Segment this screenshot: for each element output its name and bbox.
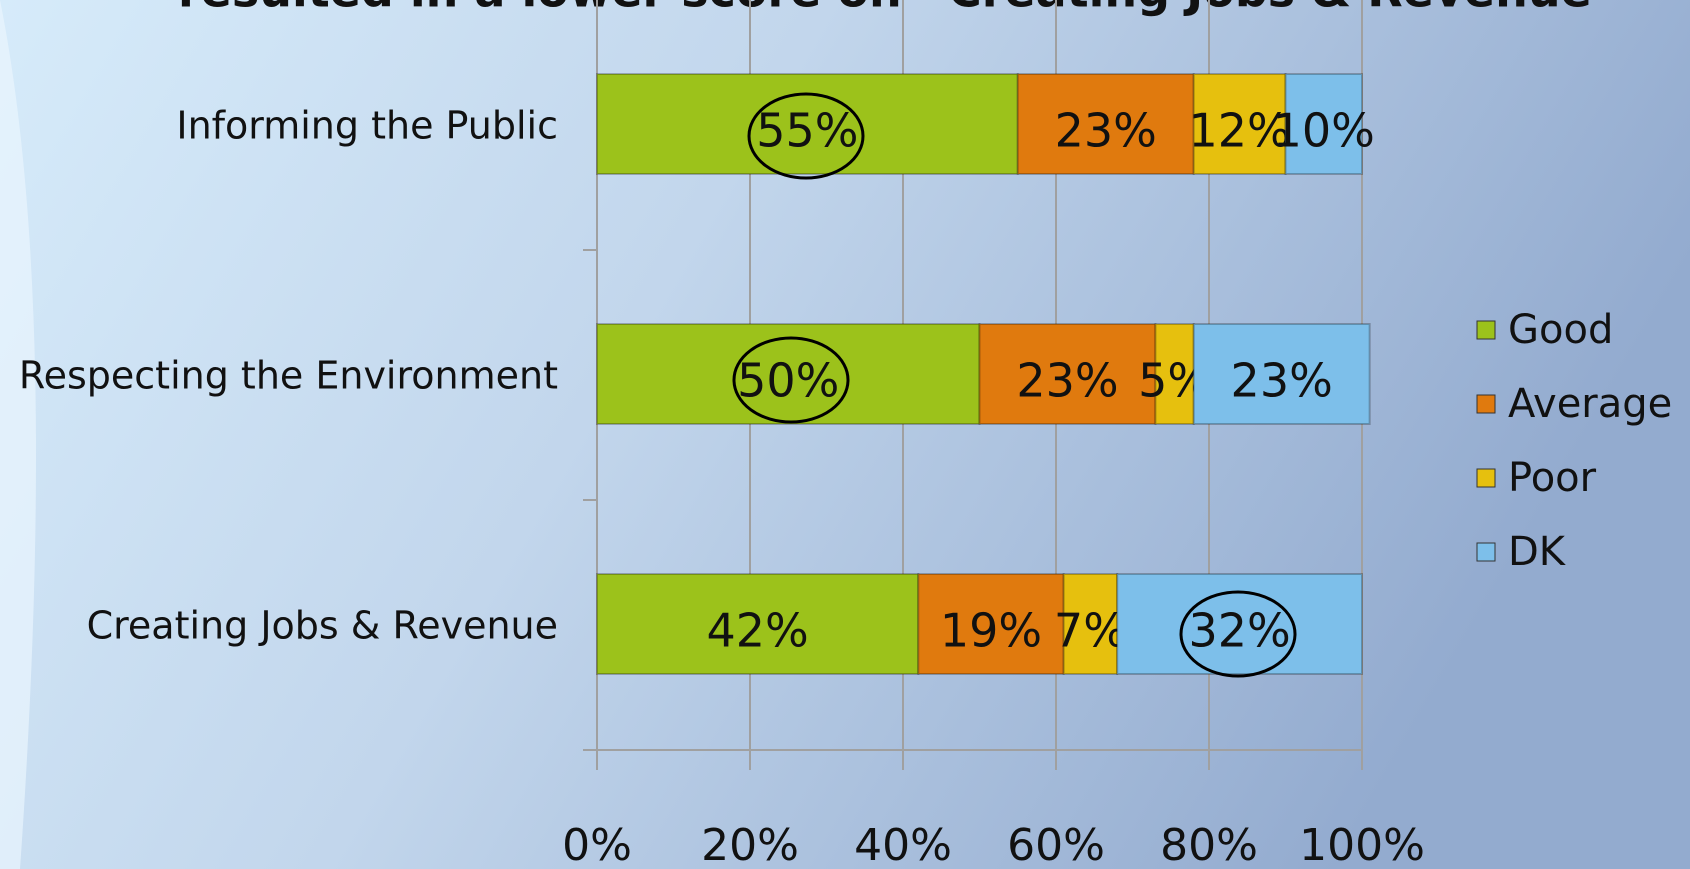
- data-label: 10%: [1273, 104, 1375, 158]
- data-label: 12%: [1188, 104, 1290, 158]
- category-label: Creating Jobs & Revenue: [87, 604, 558, 648]
- x-tick-label: 40%: [854, 820, 952, 869]
- chart-title: resulted in a lower score on “Creating J…: [178, 0, 1622, 18]
- highlight-circle: [732, 336, 850, 424]
- data-label: 23%: [1231, 354, 1333, 408]
- bar-segment: [1284, 73, 1363, 175]
- bar-segment: [978, 323, 1157, 425]
- bar-segment: [1192, 323, 1371, 425]
- legend-label: Average: [1508, 381, 1672, 427]
- data-label: 55%: [756, 104, 858, 158]
- x-tick-label: 100%: [1299, 820, 1425, 869]
- background-swoosh: [0, 0, 36, 869]
- bar-segment: [596, 73, 1019, 175]
- x-tick-label: 60%: [1007, 820, 1105, 869]
- legend-swatch: [1476, 320, 1496, 340]
- x-tick-label: 0%: [562, 820, 632, 869]
- legend-label: DK: [1508, 529, 1567, 575]
- data-label: 23%: [1055, 104, 1157, 158]
- data-label: 42%: [707, 604, 809, 658]
- category-label: Informing the Public: [176, 104, 558, 148]
- bar-segment: [917, 573, 1065, 675]
- legend-label: Good: [1508, 307, 1613, 353]
- legend-label: Poor: [1508, 455, 1597, 501]
- x-tick-label: 80%: [1160, 820, 1258, 869]
- category-label: Respecting the Environment: [19, 354, 558, 398]
- highlight-circle: [747, 92, 865, 180]
- data-label: 19%: [940, 604, 1042, 658]
- data-label: 7%: [1054, 604, 1127, 658]
- bar-segment: [1154, 323, 1195, 425]
- legend-swatch: [1476, 468, 1496, 488]
- highlight-circle: [1179, 590, 1297, 678]
- legend-swatch: [1476, 394, 1496, 414]
- bar-segment: [596, 573, 920, 675]
- data-label: 50%: [737, 354, 839, 408]
- data-label: 32%: [1188, 604, 1290, 658]
- x-tick-label: 20%: [701, 820, 799, 869]
- plot-area: 0% 20% 40% 60% 80% 100% Informing the Public 55…: [19, 0, 1672, 869]
- legend-swatch: [1476, 542, 1496, 562]
- data-label: 23%: [1016, 354, 1118, 408]
- bar-segment: [1192, 73, 1287, 175]
